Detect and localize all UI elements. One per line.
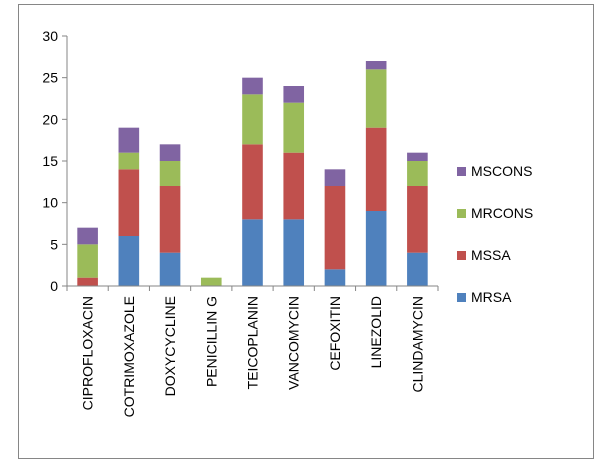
y-tick-label: 0 (50, 278, 58, 294)
bar-mscons-cotrimoxazole (118, 127, 140, 153)
legend-label-mrsa: MRSA (471, 289, 512, 305)
bar-mrcons-doxycycline (159, 161, 181, 186)
x-category-label: COTRIMOXAZOLE (121, 296, 137, 417)
bar-mscons-vancomycin (283, 86, 305, 103)
bar-mrsa-doxycycline (159, 252, 181, 286)
y-tick-label: 5 (50, 236, 58, 252)
x-category-label: CIPROFLOXACIN (80, 296, 96, 410)
bar-mscons-doxycycline (159, 144, 181, 161)
bar-mssa-clindamycin (407, 186, 428, 253)
bar-mssa-cefoxitin (324, 186, 346, 270)
bar-mssa-cotrimoxazole (118, 169, 140, 236)
bar-mrcons-penicillin-g (200, 277, 222, 286)
bar-mrsa-teicoplanin (242, 219, 263, 286)
bar-mrsa-cotrimoxazole (118, 236, 140, 286)
bar-mssa-vancomycin (283, 152, 305, 220)
y-tick-label: 15 (42, 153, 58, 169)
x-category-label: VANCOMYCIN (286, 296, 302, 390)
bar-mrsa-cefoxitin (324, 269, 346, 286)
x-category-label: DOXYCYCLINE (162, 296, 178, 396)
bar-mssa-linezolid (365, 127, 387, 211)
bar-mssa-teicoplanin (242, 144, 263, 220)
y-axis-ticks: 0 5 10 15 20 25 30 (42, 28, 67, 294)
x-category-label: CEFOXITIN (327, 296, 343, 371)
bar-mrsa-clindamycin (407, 252, 428, 286)
legend-label-mssa: MSSA (471, 247, 511, 263)
y-tick-label: 30 (42, 28, 58, 44)
chart-frame (18, 4, 594, 459)
bar-mssa-doxycycline (159, 186, 181, 253)
legend-swatch-mssa (457, 251, 466, 260)
bar-mssa-ciprofloxacin (77, 277, 98, 286)
legend-swatch-mrcons (457, 209, 466, 218)
legend-label-mscons: MSCONS (471, 163, 532, 179)
bar-mrcons-cotrimoxazole (118, 152, 140, 170)
bar-mrcons-clindamycin (407, 161, 428, 186)
y-tick-label: 20 (42, 111, 58, 127)
legend-swatch-mscons (457, 167, 466, 176)
legend-label-mrcons: MRCONS (471, 205, 533, 221)
y-tick-label: 25 (42, 70, 58, 86)
bar-mrsa-linezolid (365, 211, 387, 286)
bar-mscons-teicoplanin (242, 77, 263, 95)
bar-mscons-clindamycin (407, 152, 428, 161)
x-category-label: TEICOPLANIN (245, 296, 261, 389)
bar-mscons-cefoxitin (324, 169, 346, 186)
x-axis-labels: CIPROFLOXACIN COTRIMOXAZOLE DOXYCYCLINE PEN… (80, 296, 426, 417)
y-tick-label: 10 (42, 195, 58, 211)
legend-swatch-mrsa (457, 293, 466, 302)
legend: MSCONS MRCONS MSSA MRSA (457, 163, 533, 305)
bar-mrcons-teicoplanin (242, 94, 263, 145)
x-category-label: PENICILLIN G (203, 296, 219, 387)
bar-mscons-linezolid (365, 61, 387, 70)
bar-mscons-ciprofloxacin (77, 227, 98, 245)
bars-layer (77, 61, 428, 286)
bar-mrcons-linezolid (365, 69, 387, 128)
bar-mrcons-ciprofloxacin (77, 244, 98, 278)
x-category-label: LINEZOLID (368, 296, 384, 368)
bar-mrcons-vancomycin (283, 102, 305, 153)
bar-mrsa-vancomycin (283, 219, 305, 286)
x-category-label: CLINDAMYCIN (409, 296, 425, 392)
